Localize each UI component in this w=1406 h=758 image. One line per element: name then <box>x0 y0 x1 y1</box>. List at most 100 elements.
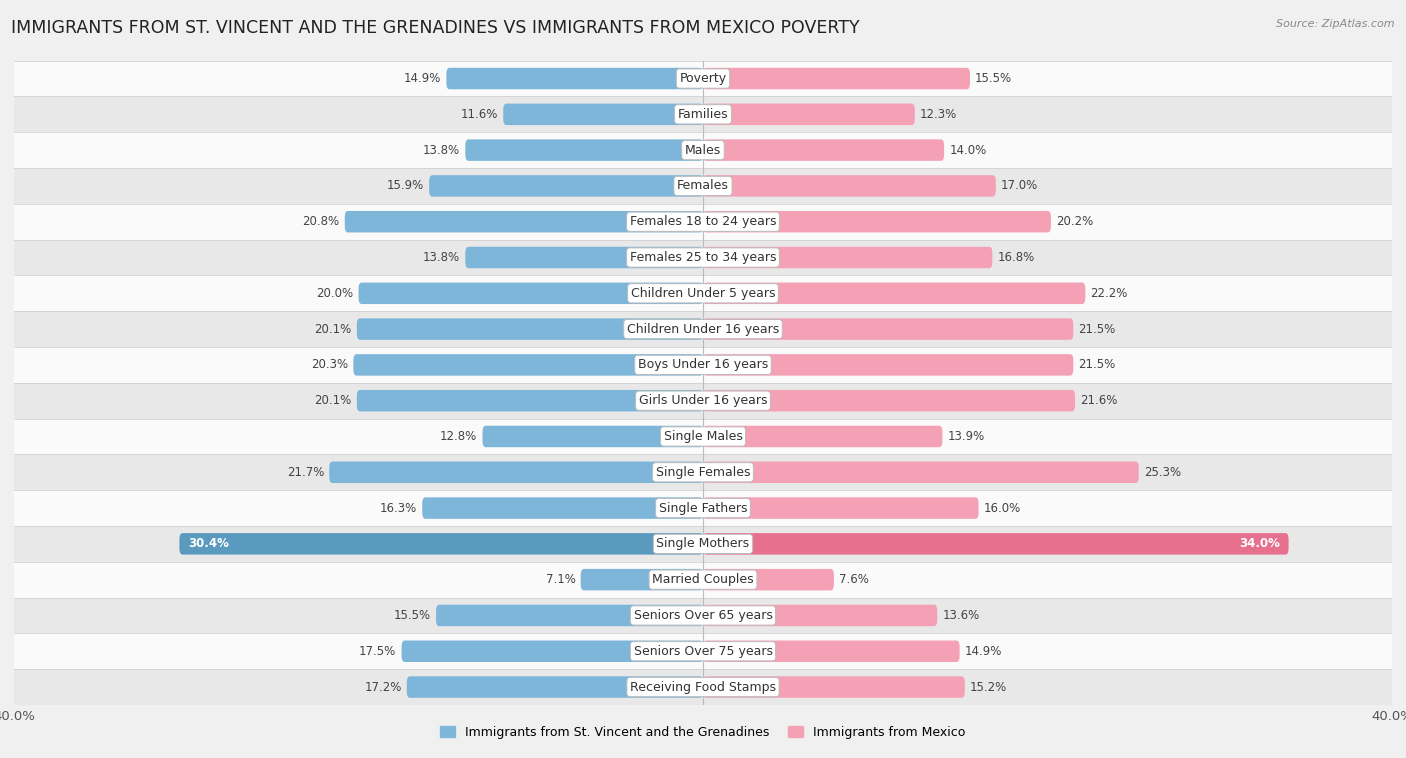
Bar <box>14 347 1392 383</box>
Text: 15.9%: 15.9% <box>387 180 425 193</box>
FancyBboxPatch shape <box>703 67 970 89</box>
Text: Males: Males <box>685 143 721 157</box>
FancyBboxPatch shape <box>465 139 703 161</box>
FancyBboxPatch shape <box>436 605 703 626</box>
FancyBboxPatch shape <box>703 318 1073 340</box>
FancyBboxPatch shape <box>581 569 703 590</box>
Legend: Immigrants from St. Vincent and the Grenadines, Immigrants from Mexico: Immigrants from St. Vincent and the Gren… <box>436 721 970 744</box>
Text: Children Under 5 years: Children Under 5 years <box>631 287 775 300</box>
Text: Children Under 16 years: Children Under 16 years <box>627 323 779 336</box>
Text: 15.2%: 15.2% <box>970 681 1007 694</box>
FancyBboxPatch shape <box>703 533 1289 555</box>
Text: 20.3%: 20.3% <box>311 359 349 371</box>
Text: 21.5%: 21.5% <box>1078 323 1116 336</box>
Bar <box>14 275 1392 312</box>
FancyBboxPatch shape <box>406 676 703 698</box>
FancyBboxPatch shape <box>344 211 703 233</box>
Bar <box>14 240 1392 275</box>
Bar <box>14 132 1392 168</box>
Text: 13.9%: 13.9% <box>948 430 984 443</box>
Bar <box>14 383 1392 418</box>
Text: Females 25 to 34 years: Females 25 to 34 years <box>630 251 776 264</box>
Text: 20.1%: 20.1% <box>315 323 352 336</box>
Text: 21.5%: 21.5% <box>1078 359 1116 371</box>
Text: 21.6%: 21.6% <box>1080 394 1118 407</box>
Text: 14.9%: 14.9% <box>965 645 1002 658</box>
Text: Females: Females <box>678 180 728 193</box>
Bar <box>14 61 1392 96</box>
FancyBboxPatch shape <box>703 175 995 196</box>
FancyBboxPatch shape <box>703 497 979 518</box>
FancyBboxPatch shape <box>353 354 703 376</box>
FancyBboxPatch shape <box>703 605 938 626</box>
Text: Married Couples: Married Couples <box>652 573 754 586</box>
FancyBboxPatch shape <box>703 390 1076 412</box>
Text: 21.7%: 21.7% <box>287 465 323 479</box>
FancyBboxPatch shape <box>429 175 703 196</box>
Bar <box>14 490 1392 526</box>
FancyBboxPatch shape <box>703 104 915 125</box>
Text: 7.1%: 7.1% <box>546 573 575 586</box>
Text: Families: Families <box>678 108 728 121</box>
FancyBboxPatch shape <box>446 67 703 89</box>
FancyBboxPatch shape <box>703 641 960 662</box>
Text: 16.0%: 16.0% <box>984 502 1021 515</box>
FancyBboxPatch shape <box>465 247 703 268</box>
Bar <box>14 669 1392 705</box>
Bar <box>14 312 1392 347</box>
Text: 34.0%: 34.0% <box>1239 537 1279 550</box>
Bar <box>14 597 1392 634</box>
Text: 12.8%: 12.8% <box>440 430 478 443</box>
FancyBboxPatch shape <box>357 390 703 412</box>
Text: Single Mothers: Single Mothers <box>657 537 749 550</box>
FancyBboxPatch shape <box>357 318 703 340</box>
Text: 15.5%: 15.5% <box>394 609 430 622</box>
Text: 14.9%: 14.9% <box>404 72 441 85</box>
Bar <box>14 168 1392 204</box>
Text: 17.0%: 17.0% <box>1001 180 1038 193</box>
Text: Single Females: Single Females <box>655 465 751 479</box>
FancyBboxPatch shape <box>703 426 942 447</box>
Text: Girls Under 16 years: Girls Under 16 years <box>638 394 768 407</box>
Text: 25.3%: 25.3% <box>1144 465 1181 479</box>
Text: 11.6%: 11.6% <box>461 108 498 121</box>
Text: IMMIGRANTS FROM ST. VINCENT AND THE GRENADINES VS IMMIGRANTS FROM MEXICO POVERTY: IMMIGRANTS FROM ST. VINCENT AND THE GREN… <box>11 19 860 37</box>
Bar <box>14 634 1392 669</box>
Bar <box>14 526 1392 562</box>
Text: 15.5%: 15.5% <box>976 72 1012 85</box>
Bar <box>14 562 1392 597</box>
Bar <box>14 204 1392 240</box>
Text: 16.8%: 16.8% <box>997 251 1035 264</box>
FancyBboxPatch shape <box>703 283 1085 304</box>
FancyBboxPatch shape <box>703 211 1050 233</box>
Text: Boys Under 16 years: Boys Under 16 years <box>638 359 768 371</box>
FancyBboxPatch shape <box>503 104 703 125</box>
FancyBboxPatch shape <box>180 533 703 555</box>
FancyBboxPatch shape <box>703 462 1139 483</box>
Text: Source: ZipAtlas.com: Source: ZipAtlas.com <box>1277 19 1395 29</box>
Text: 16.3%: 16.3% <box>380 502 418 515</box>
Text: 7.6%: 7.6% <box>839 573 869 586</box>
FancyBboxPatch shape <box>703 569 834 590</box>
Text: Seniors Over 75 years: Seniors Over 75 years <box>634 645 772 658</box>
FancyBboxPatch shape <box>703 354 1073 376</box>
Text: 14.0%: 14.0% <box>949 143 987 157</box>
Text: Poverty: Poverty <box>679 72 727 85</box>
FancyBboxPatch shape <box>703 676 965 698</box>
FancyBboxPatch shape <box>402 641 703 662</box>
Text: 12.3%: 12.3% <box>920 108 957 121</box>
Text: 20.0%: 20.0% <box>316 287 353 300</box>
FancyBboxPatch shape <box>703 139 945 161</box>
Text: 20.8%: 20.8% <box>302 215 340 228</box>
Bar <box>14 454 1392 490</box>
Text: 30.4%: 30.4% <box>188 537 229 550</box>
Text: 20.2%: 20.2% <box>1056 215 1094 228</box>
FancyBboxPatch shape <box>703 247 993 268</box>
Text: Seniors Over 65 years: Seniors Over 65 years <box>634 609 772 622</box>
FancyBboxPatch shape <box>482 426 703 447</box>
FancyBboxPatch shape <box>422 497 703 518</box>
FancyBboxPatch shape <box>329 462 703 483</box>
Text: 13.8%: 13.8% <box>423 251 460 264</box>
Text: 17.5%: 17.5% <box>359 645 396 658</box>
Text: Receiving Food Stamps: Receiving Food Stamps <box>630 681 776 694</box>
